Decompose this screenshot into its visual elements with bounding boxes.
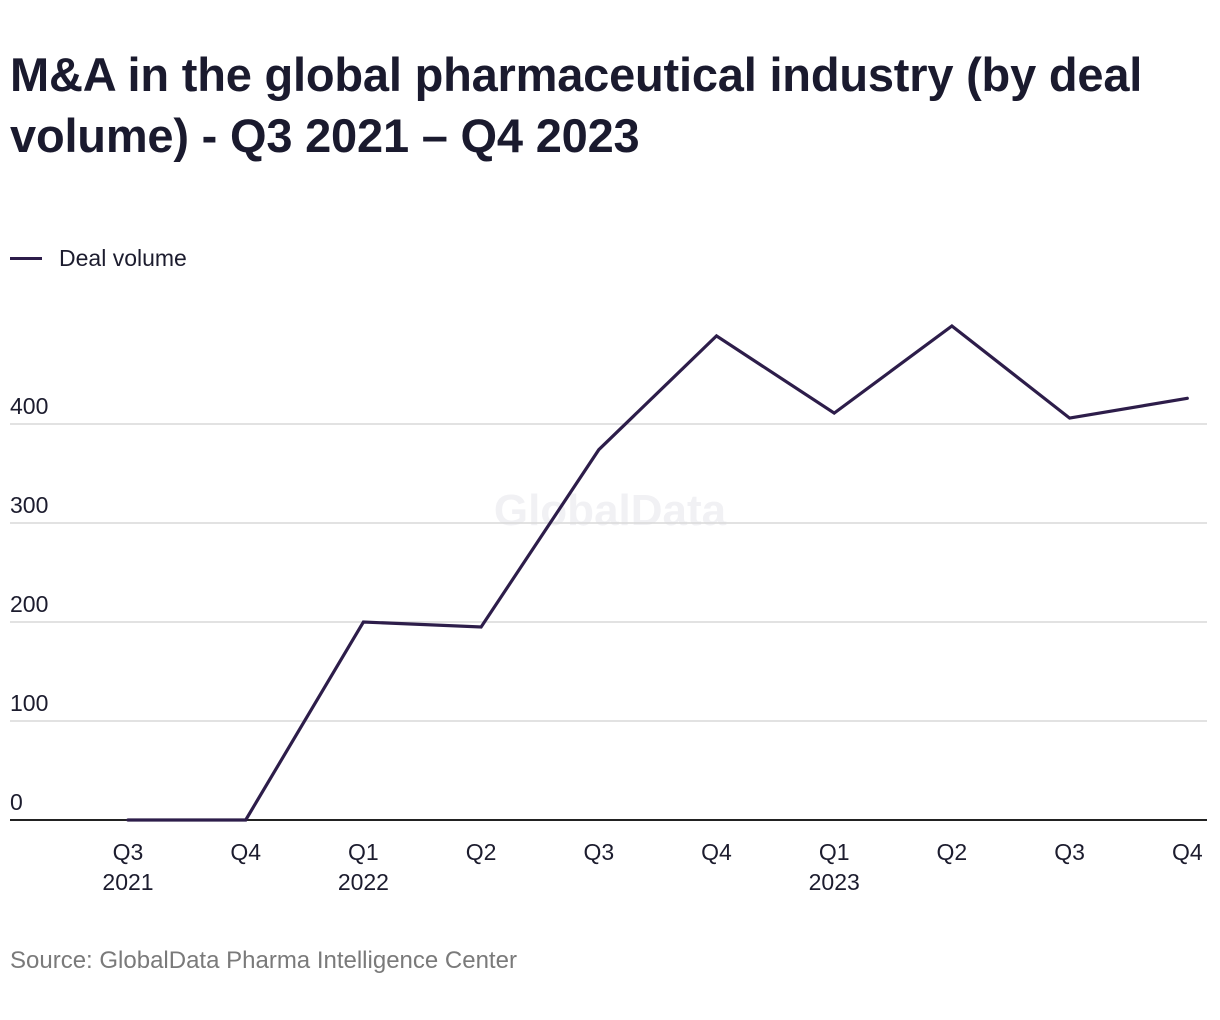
x-tick-label-8-0: Q3	[1054, 839, 1085, 865]
chart-title: M&A in the global pharmaceutical industr…	[10, 48, 1143, 162]
source-note: Source: GlobalData Pharma Intelligence C…	[10, 947, 517, 974]
deal-volume-line	[126, 323, 1189, 822]
x-tick-label-2-1: 2022	[338, 869, 389, 895]
y-tick-label-300: 300	[10, 492, 48, 518]
x-tick-label-5-0: Q4	[701, 839, 732, 865]
x-tick-label-9-0: Q4	[1172, 839, 1203, 865]
x-tick-label-0-0: Q3	[113, 839, 144, 865]
legend-swatch-deal-volume	[10, 256, 42, 260]
watermark: GlobalData	[494, 486, 727, 535]
x-tick-label-7-0: Q2	[937, 839, 968, 865]
legend: Deal volume	[10, 243, 187, 273]
x-tick-label-1-0: Q4	[230, 839, 261, 865]
legend-label-deal-volume: Deal volume	[59, 244, 187, 271]
y-tick-label-0: 0	[10, 789, 23, 815]
x-tick-label-2-0: Q1	[348, 839, 379, 865]
y-tick-label-400: 400	[10, 393, 48, 419]
x-tick-label-6-1: 2023	[809, 869, 860, 895]
y-tick-label-100: 100	[10, 690, 48, 716]
x-tick-label-3-0: Q2	[466, 839, 497, 865]
y-tick-label-200: 200	[10, 591, 48, 617]
x-tick-label-4-0: Q3	[583, 839, 614, 865]
x-axis-tick-labels: Q3 2021 Q4 Q1 2022 Q2 Q3 Q4 Q1 2023 Q2 Q3 Q4	[102, 839, 1202, 895]
x-tick-label-0-1: 2021	[102, 869, 153, 895]
gridlines	[10, 423, 1207, 722]
x-tick-label-6-0: Q1	[819, 839, 850, 865]
y-axis-tick-labels: 0 100 200 300 400	[10, 393, 48, 815]
